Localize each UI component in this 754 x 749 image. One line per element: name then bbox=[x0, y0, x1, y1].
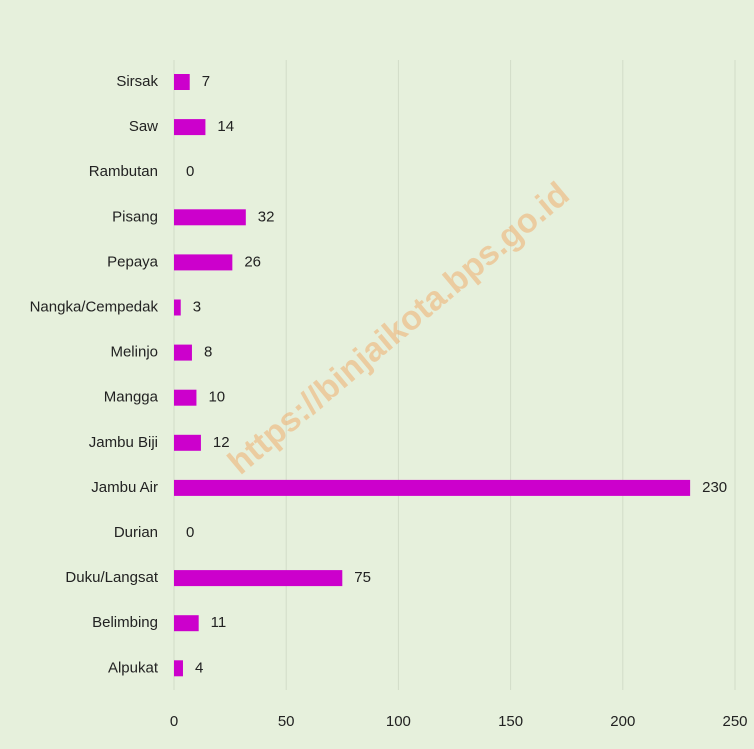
y-tick-label: Melinjo bbox=[110, 344, 158, 361]
data-label: 14 bbox=[217, 118, 234, 135]
bar bbox=[174, 209, 246, 226]
bar bbox=[174, 479, 691, 496]
y-tick-label: Rambutan bbox=[89, 163, 158, 180]
bar bbox=[174, 119, 206, 136]
y-tick-label: Alpukat bbox=[108, 659, 159, 676]
data-label: 26 bbox=[244, 253, 261, 270]
data-label: 7 bbox=[202, 73, 210, 90]
data-label: 230 bbox=[702, 479, 727, 496]
x-tick-label: 50 bbox=[278, 713, 295, 730]
y-tick-label: Jambu Biji bbox=[89, 434, 158, 451]
x-tick-label: 0 bbox=[170, 713, 178, 730]
bar bbox=[174, 615, 199, 632]
bar bbox=[174, 660, 183, 677]
data-label: 10 bbox=[208, 389, 225, 406]
x-tick-label: 150 bbox=[498, 713, 523, 730]
data-label: 8 bbox=[204, 344, 212, 361]
y-tick-label: Nangka/Cempedak bbox=[30, 298, 159, 315]
x-tick-label: 100 bbox=[386, 713, 411, 730]
data-label: 11 bbox=[211, 614, 227, 631]
bar bbox=[174, 74, 190, 90]
x-tick-label: 200 bbox=[610, 713, 635, 730]
bar bbox=[174, 299, 181, 316]
y-tick-label: Saw bbox=[129, 118, 158, 135]
bar bbox=[174, 344, 192, 361]
y-tick-label: Sirsak bbox=[116, 73, 158, 90]
bar bbox=[174, 389, 197, 406]
x-tick-label: 250 bbox=[722, 713, 747, 730]
bar bbox=[174, 254, 233, 271]
y-tick-label: Belimbing bbox=[92, 614, 158, 631]
data-label: 0 bbox=[186, 524, 194, 541]
y-tick-label: Pisang bbox=[112, 208, 158, 225]
y-tick-label: Durian bbox=[114, 524, 158, 541]
bar bbox=[174, 570, 343, 587]
bar bbox=[174, 434, 201, 451]
data-label: 0 bbox=[186, 163, 194, 180]
data-label: 12 bbox=[213, 434, 230, 451]
y-tick-label: Duku/Langsat bbox=[65, 569, 158, 586]
data-label: 75 bbox=[354, 569, 371, 586]
y-tick-label: Mangga bbox=[104, 389, 159, 406]
data-label: 4 bbox=[195, 659, 203, 676]
data-label: 32 bbox=[258, 208, 275, 225]
data-label: 3 bbox=[193, 298, 201, 315]
y-tick-label: Jambu Air bbox=[91, 479, 158, 496]
y-tick-label: Pepaya bbox=[107, 253, 159, 270]
